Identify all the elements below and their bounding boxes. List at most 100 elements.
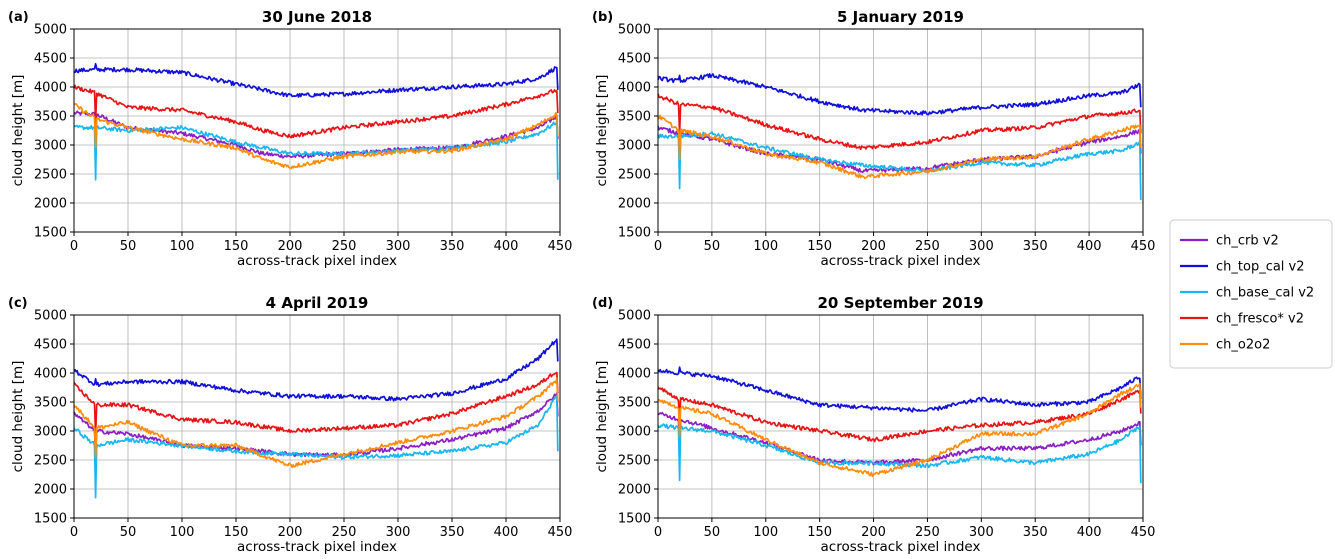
y-tick-label: 4500 bbox=[34, 52, 67, 67]
y-tick-label: 5000 bbox=[34, 309, 67, 324]
y-tick-label: 2500 bbox=[34, 168, 67, 183]
x-tick-label: 350 bbox=[1023, 525, 1048, 540]
x-tick-label: 250 bbox=[332, 239, 357, 254]
x-tick-label: 450 bbox=[1131, 239, 1156, 254]
panel-2: 0 50 100 150 200 250 300 350 400 450 1500 2000 2500 3… bbox=[592, 8, 1155, 269]
y-tick-label: 3500 bbox=[618, 110, 651, 125]
y-axis-label: cloud height [m] bbox=[10, 361, 26, 473]
y-axis-label: cloud height [m] bbox=[594, 361, 610, 473]
y-tick-label: 3000 bbox=[34, 425, 67, 440]
series-line-ch-base-cal-v2 bbox=[657, 131, 1142, 201]
y-tick-label: 2000 bbox=[618, 197, 651, 212]
x-axis-label: across-track pixel index bbox=[821, 539, 981, 555]
x-tick-label: 300 bbox=[386, 239, 411, 254]
series-line-ch-o2o2 bbox=[657, 114, 1142, 180]
series-line-ch-top-cal-v2 bbox=[73, 338, 559, 402]
x-tick-label: 150 bbox=[224, 525, 249, 540]
panel-label: (b) bbox=[592, 10, 613, 25]
panel-title: 30 June 2018 bbox=[262, 8, 372, 26]
x-tick-label: 300 bbox=[969, 525, 994, 540]
x-tick-label: 100 bbox=[753, 525, 778, 540]
y-tick-label: 5000 bbox=[618, 23, 651, 38]
series-line-ch-crb-v2 bbox=[657, 126, 1142, 174]
y-tick-label: 3500 bbox=[618, 396, 651, 411]
x-tick-label: 400 bbox=[494, 525, 519, 540]
panel-label: (d) bbox=[592, 296, 613, 311]
y-tick-label: 4500 bbox=[618, 52, 651, 67]
y-tick-label: 4500 bbox=[34, 338, 67, 353]
x-tick-label: 50 bbox=[704, 525, 721, 540]
panel-label: (a) bbox=[8, 10, 29, 25]
plot-frame bbox=[73, 28, 561, 233]
plot-frame bbox=[73, 314, 561, 519]
y-axis-label: cloud height [m] bbox=[10, 75, 26, 187]
panel-1: 0 50 100 150 200 250 300 350 400 450 1500 2000 2500 3… bbox=[8, 8, 572, 269]
series-line-ch-fresco-v2 bbox=[657, 386, 1142, 443]
x-tick-label: 100 bbox=[170, 239, 195, 254]
x-axis-label: across-track pixel index bbox=[237, 253, 397, 269]
y-tick-label: 1500 bbox=[34, 226, 67, 241]
y-tick-label: 4000 bbox=[34, 367, 67, 382]
y-tick-label: 4000 bbox=[618, 81, 651, 96]
legend-entry: ch_top_cal v2 bbox=[1216, 260, 1305, 275]
x-tick-label: 50 bbox=[120, 525, 137, 540]
x-tick-label: 250 bbox=[915, 239, 940, 254]
x-tick-label: 250 bbox=[332, 525, 357, 540]
x-tick-label: 100 bbox=[753, 239, 778, 254]
series-line-ch-crb-v2 bbox=[657, 411, 1142, 466]
x-tick-label: 0 bbox=[70, 525, 78, 540]
y-tick-label: 1500 bbox=[618, 512, 651, 527]
panel-title: 4 April 2019 bbox=[266, 294, 369, 312]
x-tick-label: 400 bbox=[494, 239, 519, 254]
x-tick-label: 200 bbox=[861, 525, 886, 540]
x-tick-label: 150 bbox=[224, 239, 249, 254]
y-tick-label: 2500 bbox=[618, 454, 651, 469]
x-tick-label: 450 bbox=[1131, 525, 1156, 540]
series-line-ch-top-cal-v2 bbox=[657, 366, 1142, 413]
x-tick-label: 400 bbox=[1077, 239, 1102, 254]
y-tick-label: 1500 bbox=[618, 226, 651, 241]
y-tick-label: 3000 bbox=[618, 425, 651, 440]
x-tick-label: 350 bbox=[440, 239, 465, 254]
y-tick-label: 2000 bbox=[618, 483, 651, 498]
series-line-ch-top-cal-v2 bbox=[73, 62, 559, 98]
x-tick-label: 200 bbox=[278, 525, 303, 540]
x-tick-label: 50 bbox=[120, 239, 137, 254]
series-line-ch-fresco-v2 bbox=[73, 84, 559, 139]
series-line-ch-base-cal-v2 bbox=[657, 423, 1142, 484]
plot-frame bbox=[657, 28, 1144, 233]
y-tick-label: 2000 bbox=[34, 197, 67, 212]
x-tick-label: 350 bbox=[1023, 239, 1048, 254]
panel-title: 5 January 2019 bbox=[837, 8, 964, 26]
y-tick-label: 2500 bbox=[34, 454, 67, 469]
legend-entry: ch_o2o2 bbox=[1216, 338, 1270, 353]
series-line-ch-fresco-v2 bbox=[657, 93, 1142, 151]
x-tick-label: 200 bbox=[278, 239, 303, 254]
panel-label: (c) bbox=[8, 296, 28, 311]
y-tick-label: 5000 bbox=[34, 23, 67, 38]
y-tick-label: 5000 bbox=[618, 309, 651, 324]
y-tick-label: 4000 bbox=[618, 367, 651, 382]
x-tick-label: 400 bbox=[1077, 525, 1102, 540]
panel-title: 20 September 2019 bbox=[817, 294, 983, 312]
x-tick-label: 300 bbox=[969, 239, 994, 254]
x-tick-label: 300 bbox=[386, 525, 411, 540]
legend-box bbox=[1169, 219, 1333, 369]
x-tick-label: 350 bbox=[440, 525, 465, 540]
x-tick-label: 0 bbox=[654, 525, 662, 540]
x-tick-label: 0 bbox=[654, 239, 662, 254]
x-tick-label: 100 bbox=[170, 525, 195, 540]
series-line-ch-base-cal-v2 bbox=[73, 395, 559, 499]
x-tick-label: 450 bbox=[548, 525, 573, 540]
x-tick-label: 200 bbox=[861, 239, 886, 254]
y-tick-label: 4500 bbox=[618, 338, 651, 353]
y-tick-label: 3500 bbox=[34, 110, 67, 125]
series-line-ch-o2o2 bbox=[73, 377, 559, 469]
series-line-ch-fresco-v2 bbox=[73, 371, 559, 435]
y-tick-label: 2500 bbox=[618, 168, 651, 183]
x-tick-label: 450 bbox=[548, 239, 573, 254]
series-line-ch-o2o2 bbox=[73, 103, 559, 170]
y-tick-label: 2000 bbox=[34, 483, 67, 498]
y-tick-label: 1500 bbox=[34, 512, 67, 527]
